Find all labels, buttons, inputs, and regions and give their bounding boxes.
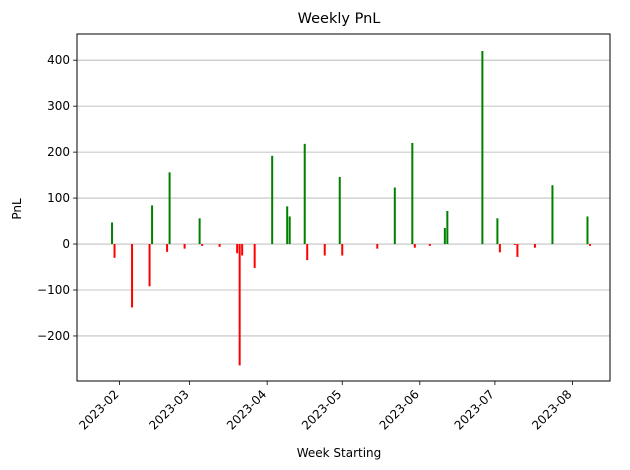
bar [443,227,446,245]
bar [413,244,416,248]
bar [306,244,309,261]
bar [238,244,241,366]
y-tick-label: 0 [62,237,70,251]
bar [516,244,519,257]
y-tick-label: 400 [47,53,70,67]
bar [376,244,379,249]
bar [498,244,501,253]
x-tick-label: 2023-05 [299,387,344,432]
bar [393,187,396,245]
y-gridlines [77,59,610,337]
bar [323,244,326,256]
x-tick-label: 2023-08 [529,387,574,432]
bar [111,222,114,245]
bar [496,218,499,245]
bars [111,51,591,366]
bar [551,185,554,245]
bar [253,244,256,268]
y-tick-label: −100 [37,283,70,297]
bar [183,244,186,249]
x-tick-label: 2023-02 [76,387,121,432]
bar [201,244,204,246]
bar [271,155,274,245]
bar [168,172,171,245]
bar [166,244,169,252]
bar [341,244,344,256]
bar [303,143,306,245]
bar [151,205,154,245]
y-tick-label: −200 [37,329,70,343]
bar [411,142,414,245]
bar [236,244,239,254]
x-tick-label: 2023-03 [146,387,191,432]
bar [481,51,484,245]
x-tick-label: 2023-06 [377,387,422,432]
plot-frame [76,33,611,382]
x-axis: 2023-02 2023-03 2023-04 2023-05 2023-06 2023-… [76,381,575,433]
bar [148,244,151,287]
bar [288,216,291,245]
bar [588,244,591,246]
bar [131,244,134,308]
y-tick-label: 200 [47,145,70,159]
bar [446,210,449,245]
y-tick-label: 100 [47,191,70,205]
bar [286,206,289,245]
bar [586,216,589,245]
y-tick-label: 300 [47,99,70,113]
bar [533,244,536,248]
y-axis-title: PnL [10,198,24,220]
bar [218,244,221,247]
bar [241,244,244,256]
y-axis: −200 −100 0 100 200 300 400 [37,53,77,343]
bar [198,218,201,245]
bar [513,244,516,245]
chart-title: Weekly PnL [298,11,381,27]
bar [338,176,341,245]
bar [113,244,116,258]
x-tick-label: 2023-07 [452,387,497,432]
x-axis-title: Week Starting [297,446,382,460]
bar [428,244,431,246]
x-tick-label: 2023-04 [224,387,269,432]
